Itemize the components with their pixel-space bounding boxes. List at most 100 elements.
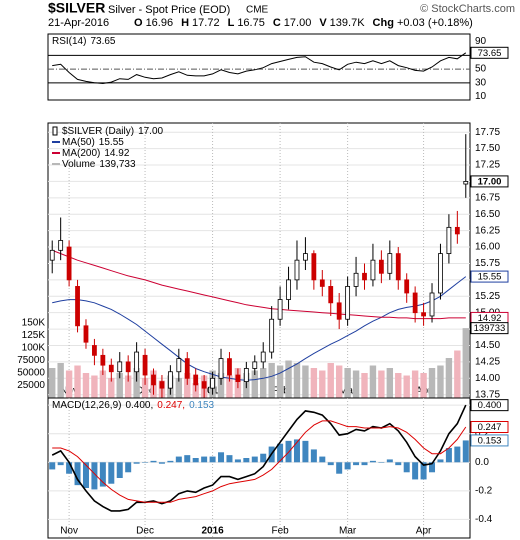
quote-value: 139.7K xyxy=(330,17,366,29)
legend-swatch xyxy=(52,126,58,136)
quote-key: O xyxy=(134,17,143,29)
candle-body xyxy=(345,286,351,320)
volume-bar xyxy=(386,368,394,398)
histogram-bar xyxy=(234,459,241,463)
value-tag: 0.247 xyxy=(478,422,502,433)
volume-bar xyxy=(49,368,56,398)
legend-entry: MA(50) 15.55 xyxy=(62,137,124,148)
macd-line xyxy=(51,404,467,512)
volume-bar xyxy=(175,378,183,398)
y-tick-label: 90 xyxy=(475,36,487,47)
volume-bar xyxy=(361,373,368,398)
volume-bar xyxy=(352,370,360,398)
y2-tick-label: 125K xyxy=(22,330,46,341)
volume-bar xyxy=(133,368,140,398)
legend-swatch xyxy=(52,163,60,165)
quote-value: 16.96 xyxy=(146,17,174,29)
candle-body xyxy=(412,292,418,314)
rsi-legend: RSI(14) 73.65 xyxy=(52,36,116,47)
quote-value: +0.03 (+0.18%) xyxy=(397,17,473,29)
histogram-bar xyxy=(243,458,250,463)
moving-average-line xyxy=(52,249,466,320)
histogram-bar xyxy=(158,462,165,464)
legend-name: RSI(14) xyxy=(52,36,86,47)
candle-body xyxy=(438,253,443,294)
candle-body xyxy=(429,292,435,317)
volume-bar xyxy=(437,365,444,398)
y-tick-label: 30 xyxy=(475,77,487,88)
histogram-bar xyxy=(91,462,98,490)
legend-value: 0.400, xyxy=(125,400,153,411)
histogram-bar xyxy=(209,456,216,463)
histogram-bar xyxy=(420,462,427,480)
histogram-bar xyxy=(395,462,402,466)
histogram-bar xyxy=(150,460,157,463)
histogram-bar xyxy=(184,455,191,463)
volume-bar xyxy=(217,373,225,398)
quote-value: 17.00 xyxy=(284,17,312,29)
candle-body xyxy=(227,358,232,376)
candle-body xyxy=(75,286,80,327)
histogram-bar xyxy=(361,462,368,466)
y-tick-label: 15.75 xyxy=(475,258,500,269)
candle-body xyxy=(252,361,258,369)
y-tick-label: 16.25 xyxy=(475,225,500,236)
quote-value: 17.72 xyxy=(192,17,220,29)
candle-body xyxy=(49,249,55,261)
volume-bar xyxy=(369,365,377,398)
histogram-bar xyxy=(108,462,115,484)
y-tick-label: 16.50 xyxy=(475,209,500,220)
histogram-bar xyxy=(175,456,182,463)
value-tag: 17.00 xyxy=(478,176,502,187)
histogram-bar xyxy=(462,440,469,463)
volume-bar xyxy=(285,360,292,398)
candle-body xyxy=(463,181,469,185)
legend-entry: MA(200) 14.92 xyxy=(62,148,130,159)
volume-bar xyxy=(57,363,64,398)
y-tick-label: 14.00 xyxy=(475,373,500,384)
histogram-bar xyxy=(369,460,376,463)
symbol: $SILVER xyxy=(48,0,105,16)
value-tag: 15.55 xyxy=(478,272,502,283)
y-tick-label: 16.75 xyxy=(475,192,500,203)
histogram-bar xyxy=(277,443,284,463)
histogram-bar xyxy=(344,462,351,470)
candle-body xyxy=(218,358,224,379)
candle-body xyxy=(454,226,460,235)
legend-value: 139,733 xyxy=(99,159,136,170)
histogram-bar xyxy=(454,446,461,463)
candle-body xyxy=(210,377,215,389)
volume-bar xyxy=(268,363,275,398)
candle-body xyxy=(260,351,266,363)
volume-bar xyxy=(454,350,461,398)
candle-body xyxy=(92,345,97,356)
legend-name: $SILVER (Daily) xyxy=(62,126,134,137)
volume-bar xyxy=(141,378,149,398)
volume-bar xyxy=(327,363,334,398)
value-tag-box xyxy=(470,322,509,335)
x-tick-label: 2016 xyxy=(201,526,224,537)
candle-body xyxy=(117,361,123,373)
volume-bar xyxy=(74,365,81,398)
volume-bar xyxy=(91,375,98,398)
volume-bar xyxy=(293,363,301,398)
candle-body xyxy=(378,259,384,274)
candle-body xyxy=(193,374,199,386)
candle-body xyxy=(404,279,410,294)
histogram-bar xyxy=(429,462,436,473)
volume-bar xyxy=(65,370,73,398)
candle-body xyxy=(303,253,308,261)
volume-bar xyxy=(335,365,343,398)
y-tick-label: 0.2 xyxy=(475,428,489,439)
quote-key: C xyxy=(273,17,281,29)
volume-bar xyxy=(420,373,427,398)
candle-body xyxy=(421,312,426,317)
y2-tick-label: 150K xyxy=(22,318,46,329)
legend-value: 73.65 xyxy=(90,36,115,47)
quote-key: Chg xyxy=(373,17,394,29)
candle-body xyxy=(362,272,367,281)
histogram-bar xyxy=(49,462,56,470)
legend-name: MA(200) xyxy=(62,148,100,159)
value-tag: 73.65 xyxy=(478,48,502,59)
